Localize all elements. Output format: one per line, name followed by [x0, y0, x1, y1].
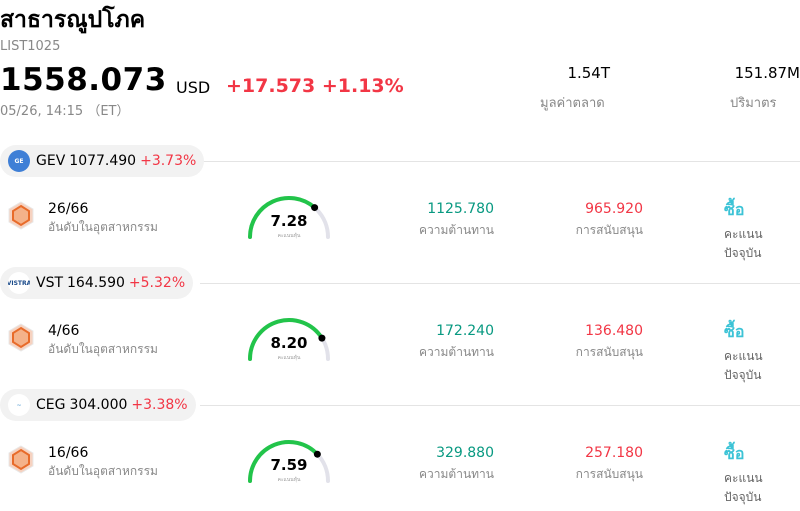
buy-rating[interactable]: ซื้อ [724, 200, 745, 219]
timestamp: 05/26, 14:15 （ET） [0, 104, 130, 119]
support-value: 257.180 [585, 445, 643, 461]
industry-rank-label: อันดับในอุตสาหกรรม [48, 220, 158, 234]
score-label: คะแนนหุ้น [277, 233, 301, 239]
stock-price: 304.000 [69, 397, 128, 413]
volume-label: ปริมาตร [730, 96, 777, 111]
current-score-label: คะแนนปัจจุบัน [724, 349, 763, 382]
vistra-logo-icon: VISTRA [8, 272, 30, 294]
industry-rank: 16/66 [48, 445, 89, 461]
page-title: สาธารณูปโภค [0, 7, 146, 33]
score-value: 8.20 [270, 334, 308, 352]
stock-pill[interactable]: ~ CEG 304.000 +3.38% [0, 389, 196, 421]
resistance-label: ความต้านทาน [419, 223, 494, 237]
resistance-label: ความต้านทาน [419, 467, 494, 481]
divider [200, 405, 800, 406]
resistance-value: 1125.780 [427, 201, 494, 217]
score-label: คะแนนหุ้น [277, 477, 301, 483]
score-value: 7.59 [270, 456, 308, 474]
score-gauge [248, 318, 330, 361]
market-cap-value: 1.54T [567, 64, 610, 82]
stock-change: +5.32% [128, 275, 186, 291]
industry-rank-label: อันดับในอุตสาหกรรม [48, 464, 158, 478]
industry-rank: 26/66 [48, 201, 89, 217]
constellation-logo-icon: ~ [8, 394, 30, 416]
support-value: 136.480 [585, 323, 643, 339]
current-score-label: คะแนนปัจจุบัน [724, 471, 763, 504]
support-label: การสนับสนุน [575, 223, 643, 237]
score-value: 7.28 [270, 212, 308, 230]
score-label: คะแนนหุ้น [277, 355, 301, 361]
current-score-label: คะแนนปัจจุบัน [724, 227, 763, 260]
stock-card[interactable]: ~ CEG 304.000 +3.38% 16/66 อันดับในอุตสา… [0, 389, 800, 511]
volume-value: 151.87M [734, 64, 800, 82]
industry-rank-label: อันดับในอุตสาหกรรม [48, 342, 158, 356]
stock-symbol: CEG [36, 397, 66, 413]
currency: USD [176, 78, 211, 97]
index-code: LIST1025 [0, 39, 61, 54]
score-gauge [248, 440, 330, 483]
divider [200, 161, 800, 162]
stock-symbol: GEV [36, 153, 66, 169]
support-value: 965.920 [585, 201, 643, 217]
ge-logo-icon: GE [8, 150, 30, 172]
stock-card[interactable]: VISTRA VST 164.590 +5.32% 4/66 อันดับในอ… [0, 267, 800, 389]
score-gauge [248, 196, 330, 239]
buy-rating[interactable]: ซื้อ [724, 444, 745, 463]
market-cap-label: มูลค่าตลาด [540, 96, 605, 111]
stock-price: 1077.490 [69, 153, 137, 169]
resistance-value: 172.240 [436, 323, 494, 339]
buy-rating[interactable]: ซื้อ [724, 322, 745, 341]
resistance-value: 329.880 [436, 445, 494, 461]
divider [200, 283, 800, 284]
stock-pill[interactable]: GE GEV 1077.490 +3.73% [0, 145, 205, 177]
stock-change: +3.38% [131, 397, 188, 413]
resistance-label: ความต้านทาน [419, 345, 494, 359]
industry-rank-icon [8, 445, 34, 474]
stock-price: 164.590 [67, 275, 125, 291]
price-change: +17.573 +1.13% [226, 75, 404, 97]
stock-symbol: VST [36, 275, 64, 291]
support-label: การสนับสนุน [575, 467, 643, 481]
index-price: 1558.073 [0, 62, 167, 98]
stock-card[interactable]: GE GEV 1077.490 +3.73% 26/66 อันดับในอุต… [0, 145, 800, 267]
industry-rank: 4/66 [48, 323, 80, 339]
stock-pill[interactable]: VISTRA VST 164.590 +5.32% [0, 267, 194, 299]
industry-rank-icon [8, 323, 34, 352]
stock-change: +3.73% [140, 153, 197, 169]
industry-rank-icon [8, 201, 34, 230]
support-label: การสนับสนุน [575, 345, 643, 359]
